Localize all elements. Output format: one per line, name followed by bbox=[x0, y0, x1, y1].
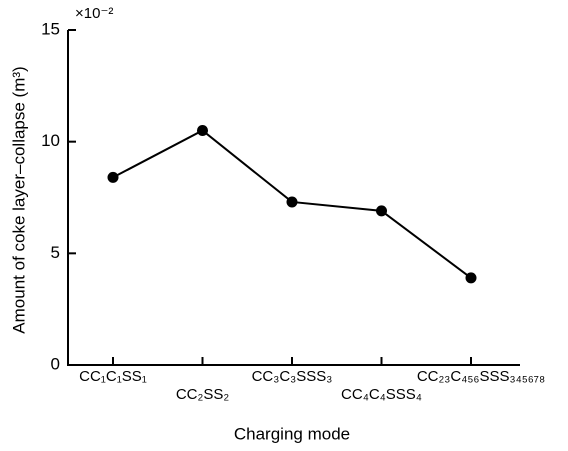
point bbox=[197, 125, 208, 136]
x-tick-label: CC₁C₁SS₁ bbox=[79, 368, 147, 385]
point bbox=[107, 171, 119, 183]
y-axis-label: Amount of coke layer–collapse (m³) bbox=[9, 66, 28, 333]
x-axis-label: Charging mode bbox=[234, 424, 350, 443]
multiplier: ×10⁻² bbox=[75, 5, 113, 22]
y-tick-label: 5 bbox=[51, 243, 60, 262]
y-tick-label: 15 bbox=[41, 19, 60, 38]
x-tick-label: CC₄C₄SSS₄ bbox=[341, 386, 422, 403]
point bbox=[465, 272, 477, 284]
x-tick-label: CC₂SS₂ bbox=[176, 386, 229, 403]
y-tick-label: 10 bbox=[41, 131, 60, 150]
x-tick-label: CC₃C₃SSS₃ bbox=[252, 368, 333, 385]
y-tick-label: 0 bbox=[51, 354, 60, 373]
point bbox=[376, 205, 387, 217]
x-tick-label: CC₂₃C₄₅₆SSS₃₄₅₆₇₈ bbox=[417, 368, 545, 385]
point bbox=[286, 196, 298, 208]
